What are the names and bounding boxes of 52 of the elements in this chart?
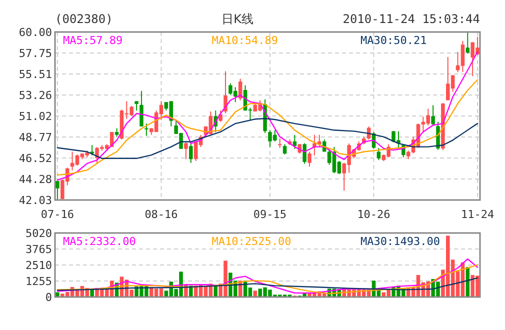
bar bbox=[214, 286, 218, 297]
candlestick bbox=[282, 144, 287, 155]
y-tick-label: 5020 bbox=[26, 227, 52, 240]
y-tick-label: 42.03 bbox=[18, 194, 52, 207]
y-tick-label: 1255 bbox=[26, 275, 52, 288]
line-series bbox=[56, 277, 478, 291]
candlestick bbox=[224, 70, 228, 114]
line-series bbox=[56, 118, 478, 159]
chart-title: (002380) bbox=[55, 12, 113, 26]
y-tick-label: 60.00 bbox=[18, 26, 52, 39]
y-tick-label: 2510 bbox=[26, 259, 52, 272]
candlestick bbox=[134, 100, 138, 112]
candlestick bbox=[140, 90, 144, 127]
candlestick bbox=[466, 32, 470, 54]
line-series bbox=[56, 264, 478, 294]
y-tick-label: 3765 bbox=[26, 243, 52, 256]
y-tick-label: 46.52 bbox=[18, 152, 52, 166]
text: MA5:2332.00 bbox=[63, 235, 136, 248]
candlestick bbox=[56, 180, 60, 200]
candlestick bbox=[218, 110, 222, 122]
candlestick bbox=[144, 123, 148, 136]
candlestick bbox=[189, 142, 193, 164]
x-tick-label: 09-15 bbox=[253, 208, 287, 221]
y-tick-label: 55.51 bbox=[18, 68, 52, 81]
line-series bbox=[56, 258, 478, 294]
x-tick-label: 08-16 bbox=[144, 208, 178, 221]
candlestick bbox=[90, 144, 94, 156]
chart-subtitle: 日K线 bbox=[222, 12, 254, 26]
bar bbox=[90, 290, 94, 297]
y-tick-label: 53.26 bbox=[18, 89, 52, 102]
text: MA5:57.89 bbox=[63, 34, 123, 47]
text: MA10:54.89 bbox=[212, 34, 278, 47]
y-tick-label: 48.77 bbox=[18, 130, 52, 144]
x-tick-label: 10-26 bbox=[357, 208, 390, 221]
y-tick-label: 51.02 bbox=[18, 110, 52, 123]
candlestick bbox=[436, 121, 440, 150]
candlestick bbox=[376, 147, 381, 161]
text: 2010-11-24 15:03:44 bbox=[342, 12, 480, 26]
y-tick-label: 0 bbox=[45, 291, 52, 304]
x-tick-label: 07-16 bbox=[40, 208, 74, 221]
candlestick bbox=[184, 142, 188, 160]
candlestick bbox=[302, 142, 306, 164]
candlestick bbox=[278, 138, 282, 148]
y-tick-label: 44.28 bbox=[18, 172, 52, 186]
candlestick bbox=[431, 104, 435, 127]
text: MA30:1493.00 bbox=[360, 235, 440, 248]
text: MA30:50.21 bbox=[360, 34, 427, 47]
candlestick bbox=[308, 151, 312, 168]
y-tick-label: 57.75 bbox=[18, 47, 52, 60]
line-series bbox=[56, 79, 478, 176]
text: MA10:2525.00 bbox=[212, 235, 292, 248]
x-tick-label: 11-24 bbox=[460, 208, 494, 221]
